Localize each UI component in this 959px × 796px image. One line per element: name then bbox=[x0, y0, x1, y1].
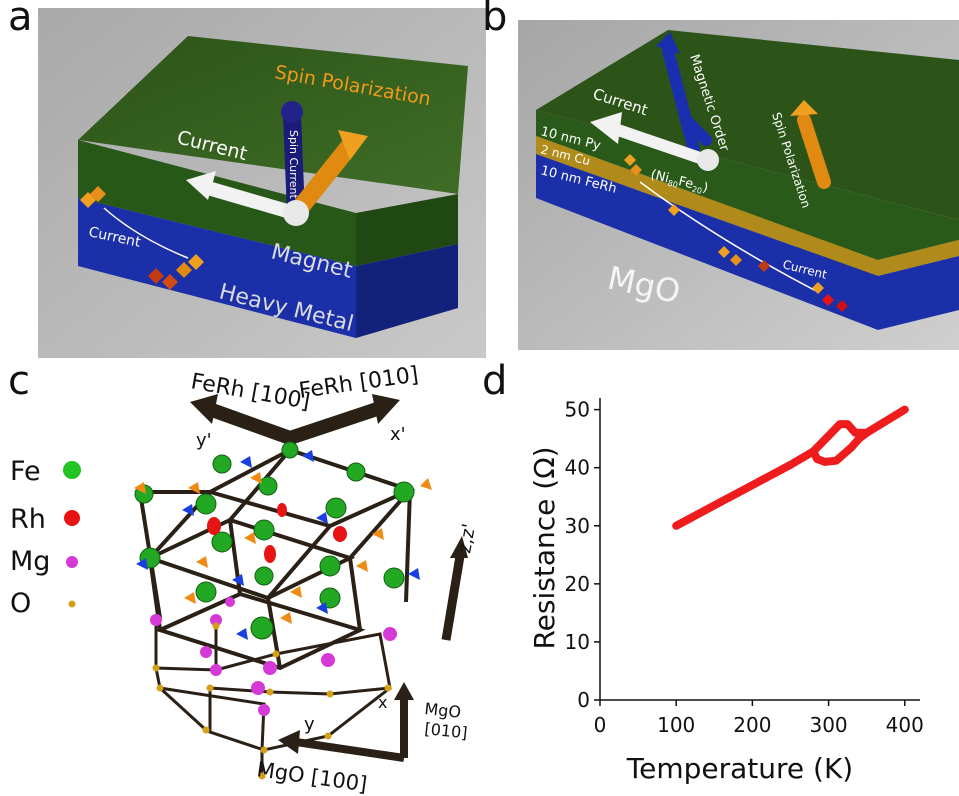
resistance-curve-1 bbox=[672, 405, 909, 530]
panel-c-letter: c bbox=[8, 358, 30, 404]
py-front bbox=[536, 110, 959, 260]
legend-fe-marker bbox=[63, 461, 81, 479]
current-arrowhead bbox=[590, 112, 622, 144]
legend-rh-marker bbox=[64, 510, 80, 526]
heavy-metal-side bbox=[356, 244, 458, 338]
legend-o-marker bbox=[68, 600, 76, 608]
interface-current-line bbox=[103, 207, 189, 259]
origin-sphere bbox=[283, 200, 309, 226]
x-tick-label: 0 bbox=[594, 713, 607, 737]
spin-moment-arrows bbox=[134, 450, 432, 640]
legend-mg-label: Mg bbox=[10, 546, 50, 577]
spin-current-label: Spin Current bbox=[287, 130, 300, 199]
panel-b-illustration: Current Magnetic Order Spin Polarization… bbox=[518, 20, 959, 350]
mgo-axes-arrow bbox=[295, 698, 408, 762]
chart-x-label: Temperature (K) bbox=[626, 752, 853, 785]
ferh-010-arrowhead bbox=[372, 394, 400, 424]
spin-polarization-arrowhead bbox=[338, 130, 368, 160]
panel-c-crystal-structure: Fe Rh Mg O FeRh [100] FeRh [010] y' x' z… bbox=[10, 362, 480, 796]
spin-current-tip bbox=[281, 101, 303, 123]
ferh-010-label: FeRh [010] bbox=[297, 362, 420, 404]
magnet-layer-top bbox=[78, 36, 468, 194]
ferh-axes-arrow bbox=[209, 401, 383, 445]
spin-current-arrow bbox=[283, 107, 305, 222]
x-prime-label: x' bbox=[390, 424, 406, 445]
current-arrow bbox=[612, 124, 712, 166]
spin-accumulation-icons bbox=[624, 154, 848, 312]
x-tick-label: 100 bbox=[657, 713, 695, 737]
y-tick-label: 30 bbox=[565, 514, 590, 538]
mgo-010-label-top: MgO bbox=[424, 699, 462, 722]
current-arrowhead bbox=[186, 171, 216, 200]
heavy-metal-front bbox=[78, 198, 356, 338]
y-tick-label: 50 bbox=[565, 398, 590, 422]
panel-d-letter: d bbox=[482, 358, 508, 404]
magnetic-order-arrowhead bbox=[656, 32, 680, 54]
chart-series bbox=[672, 405, 909, 530]
magnetic-order-arrow bbox=[662, 44, 712, 156]
y-tick-label: 20 bbox=[565, 572, 590, 596]
chart-axes bbox=[599, 398, 920, 701]
spin-polarization-arrow bbox=[797, 113, 831, 189]
legend-fe-label: Fe bbox=[10, 456, 41, 487]
x-tick-label: 300 bbox=[809, 713, 847, 737]
panel-b-letter: b bbox=[482, 0, 508, 40]
chart-ticks: 0 100 200 300 400 0 10 20 30 40 50 bbox=[565, 398, 924, 737]
mgo-100-arrowhead bbox=[278, 730, 300, 754]
interface-current-line bbox=[639, 181, 819, 293]
resistance-curve-2 bbox=[809, 428, 871, 466]
panel-a-illustration: Spin Polarization Current Spin Current C… bbox=[38, 8, 486, 358]
mgo-010-arrowhead bbox=[394, 682, 414, 700]
resistance-temperature-chart: 0 100 200 300 400 0 10 20 30 40 50 Temperature (K)… bbox=[528, 398, 924, 785]
legend-rh-label: Rh bbox=[10, 504, 46, 535]
current-arrow bbox=[201, 181, 301, 220]
z-axis-arrowhead bbox=[450, 536, 468, 558]
cu-layer-front bbox=[536, 136, 959, 276]
z-axis-label: z,z' bbox=[454, 522, 480, 555]
element-legend: Fe Rh Mg O bbox=[10, 456, 81, 619]
spin-polarization-arrowhead bbox=[790, 100, 818, 116]
chart-y-label: Resistance (Ω) bbox=[528, 446, 561, 649]
mgo-100-label: MgO [100] bbox=[255, 757, 368, 796]
origin-sphere bbox=[697, 149, 719, 171]
magnet-layer-front bbox=[78, 140, 356, 266]
magnet-layer-side bbox=[356, 194, 458, 266]
y-tick-label: 0 bbox=[577, 688, 590, 712]
spin-accumulation-icons bbox=[80, 186, 204, 290]
py-layer-top bbox=[536, 30, 959, 220]
x-tick-label: 400 bbox=[886, 713, 924, 737]
y-tick-label: 10 bbox=[565, 630, 590, 654]
mg-atoms bbox=[150, 597, 397, 716]
mgo-010-label-bottom: [010] bbox=[424, 719, 469, 742]
panel-a-letter: a bbox=[8, 0, 33, 40]
o-atoms bbox=[152, 622, 392, 780]
legend-o-label: O bbox=[10, 588, 31, 619]
fe-atoms bbox=[134, 441, 415, 640]
legend-mg-marker bbox=[66, 556, 78, 568]
py-composition-label: (Ni80Fe20) bbox=[649, 167, 710, 197]
ferh-100-arrowhead bbox=[190, 394, 218, 424]
y-axis-label: y bbox=[304, 714, 315, 735]
z-axis-arrow bbox=[441, 555, 465, 641]
x-tick-label: 200 bbox=[733, 713, 771, 737]
y-prime-label: y' bbox=[196, 430, 212, 451]
y-tick-label: 40 bbox=[565, 456, 590, 480]
ferh-layer-front bbox=[536, 154, 959, 330]
rh-atoms bbox=[207, 503, 347, 563]
spin-polarization-arrow bbox=[291, 139, 357, 217]
x-axis-label: x bbox=[378, 693, 387, 712]
